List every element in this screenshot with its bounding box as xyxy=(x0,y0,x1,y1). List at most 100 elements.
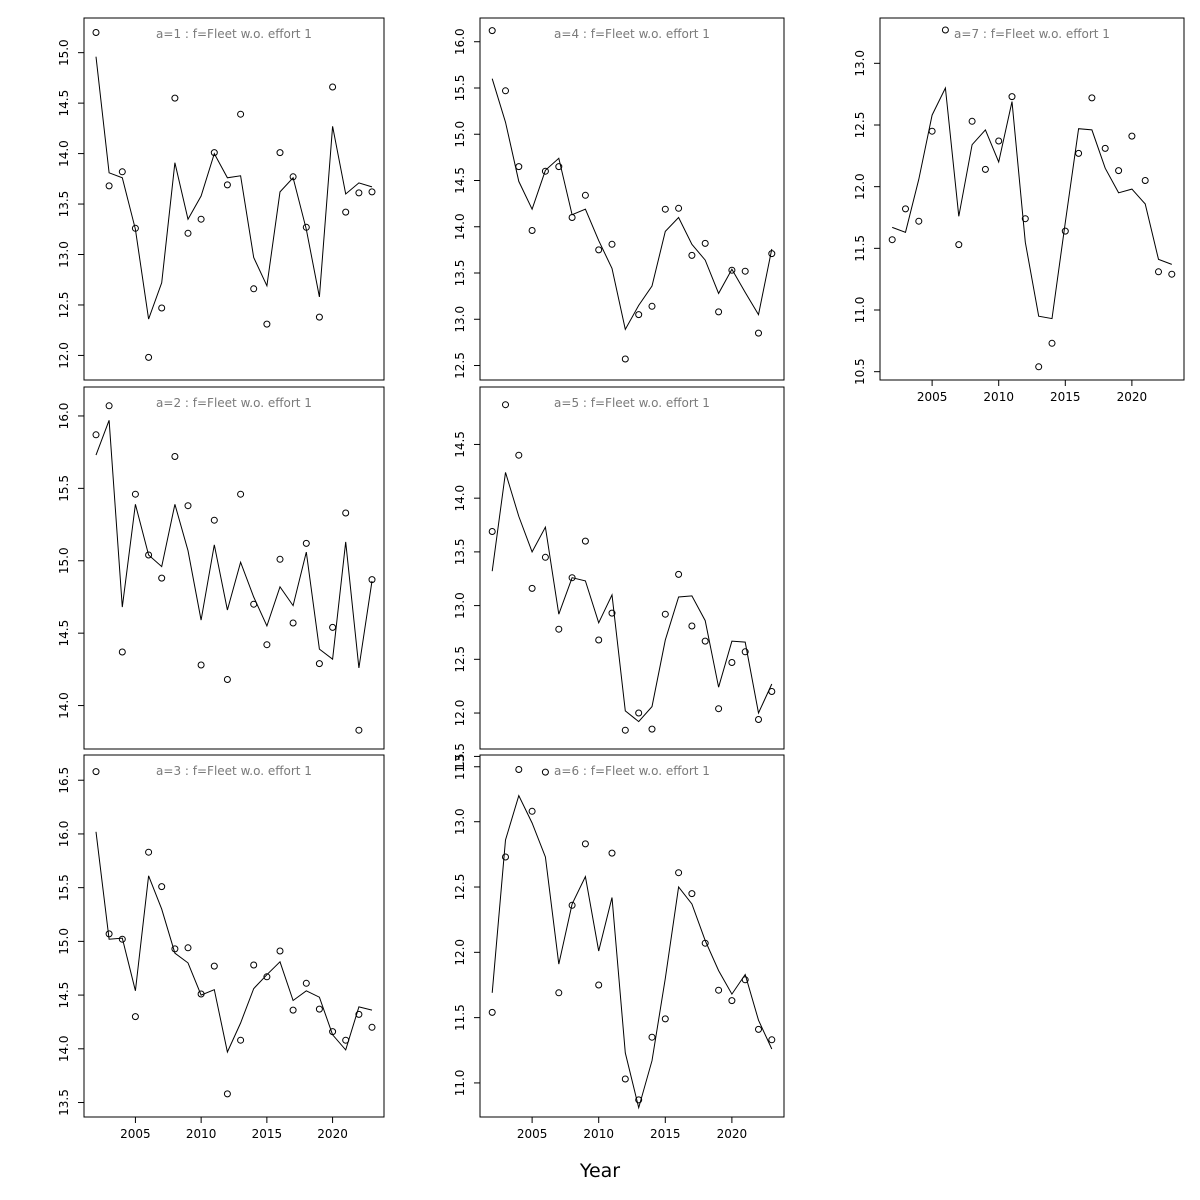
observed-point xyxy=(515,163,523,171)
y-tick-label: 16.5 xyxy=(57,767,71,794)
y-tick-label: 14.0 xyxy=(57,692,71,719)
y-tick-label: 12.5 xyxy=(57,292,71,319)
panel-3: a=3 : f=Fleet w.o. effort 1 13.5 14.0 14.5 1… xyxy=(57,754,385,1141)
observed-point xyxy=(888,236,896,244)
observed-point xyxy=(555,625,563,633)
panel-4: a=4 : f=Fleet w.o. effort 1 12.5 13.0 13.5 1… xyxy=(453,17,785,381)
observed-point xyxy=(210,516,218,524)
observed-point xyxy=(541,553,549,561)
y-tick-label: 11.5 xyxy=(453,1004,467,1031)
observed-point xyxy=(688,251,696,259)
observed-point xyxy=(289,1006,297,1014)
observed-point xyxy=(968,117,976,125)
observed-point xyxy=(105,182,113,190)
observed-point xyxy=(715,308,723,316)
panel-title: a=7 : f=Fleet w.o. effort 1 xyxy=(954,27,1110,41)
panel-title: a=6 : f=Fleet w.o. effort 1 xyxy=(554,764,710,778)
observed-point xyxy=(515,451,523,459)
observed-point xyxy=(635,1096,643,1104)
observed-point xyxy=(118,168,126,176)
observed-point xyxy=(92,431,100,439)
observed-point xyxy=(329,623,337,631)
observed-point xyxy=(342,509,350,517)
observed-point xyxy=(145,353,153,361)
observed-point xyxy=(621,1075,629,1083)
y-tick-label: 14.5 xyxy=(57,982,71,1009)
y-tick-label: 15.5 xyxy=(57,874,71,901)
panel-title: a=5 : f=Fleet w.o. effort 1 xyxy=(554,396,710,410)
observed-point xyxy=(502,401,509,409)
observed-point xyxy=(928,127,936,135)
y-tick-label: 12.0 xyxy=(57,342,71,369)
plot-frame xyxy=(83,386,385,750)
y-tick-label: 14.5 xyxy=(57,620,71,647)
y-tick-label: 15.5 xyxy=(57,475,71,502)
observed-point xyxy=(315,1005,323,1013)
observed-point xyxy=(237,490,245,498)
x-tick-label: 2020 xyxy=(1117,390,1148,404)
observed-point xyxy=(541,768,549,776)
observed-point xyxy=(171,945,179,953)
observed-point xyxy=(223,181,231,189)
observed-point xyxy=(675,204,683,212)
y-tick-label: 11.5 xyxy=(453,753,467,780)
fitted-series-line xyxy=(95,420,373,668)
y-tick-label: 16.0 xyxy=(57,403,71,430)
plot-frame xyxy=(479,386,785,750)
observed-point xyxy=(302,539,310,547)
observed-point xyxy=(1128,132,1136,140)
observed-point xyxy=(184,502,192,510)
observed-point xyxy=(648,725,656,733)
x-tick-label: 2015 xyxy=(1050,390,1081,404)
observed-point xyxy=(528,807,536,815)
observed-point xyxy=(688,890,696,898)
x-tick-label: 2015 xyxy=(650,1127,681,1141)
observed-point xyxy=(1008,93,1016,101)
x-tick-label: 2010 xyxy=(583,1127,614,1141)
y-tick-label: 13.0 xyxy=(57,241,71,268)
observed-point xyxy=(250,285,258,293)
observed-point xyxy=(197,661,205,669)
observed-point xyxy=(528,584,536,592)
observed-point xyxy=(555,163,563,171)
observed-point xyxy=(581,191,589,199)
observed-point xyxy=(502,87,509,95)
x-tick-label: 2015 xyxy=(252,1127,283,1141)
observed-point xyxy=(528,227,536,234)
y-tick-label: 14.0 xyxy=(453,485,467,512)
x-tick-label: 2005 xyxy=(120,1127,151,1141)
observed-point xyxy=(315,660,323,668)
x-tick-label: 2010 xyxy=(983,390,1014,404)
panel-5: a=5 : f=Fleet w.o. effort 1 11.5 12.0 12.5 1… xyxy=(453,386,785,780)
observed-point xyxy=(741,976,749,984)
observed-point xyxy=(955,241,963,249)
observed-point xyxy=(355,726,363,734)
observed-point xyxy=(595,246,603,254)
plot-frame xyxy=(479,17,785,381)
observed-point xyxy=(541,167,549,175)
plot-frame xyxy=(479,754,785,1118)
observed-point xyxy=(131,224,139,232)
observed-point xyxy=(158,883,166,891)
observed-point xyxy=(995,137,1003,145)
x-tick-label: 2020 xyxy=(717,1127,748,1141)
observed-point xyxy=(515,766,523,773)
y-tick-label: 12.5 xyxy=(853,112,867,139)
observed-point xyxy=(621,355,629,363)
y-tick-label: 11.0 xyxy=(453,1070,467,1097)
y-tick-label: 12.0 xyxy=(453,700,467,727)
panel-2: a=2 : f=Fleet w.o. effort 1 14.0 14.5 15.0 1… xyxy=(57,386,385,750)
y-tick-label: 10.5 xyxy=(853,358,867,385)
y-tick-label: 16.0 xyxy=(57,821,71,848)
y-tick-label: 13.5 xyxy=(57,191,71,218)
y-tick-label: 16.0 xyxy=(453,28,467,55)
observed-point xyxy=(263,641,271,649)
observed-point xyxy=(289,619,297,627)
observed-point xyxy=(608,609,616,617)
panel-7: a=7 : f=Fleet w.o. effort 1 10.5 11.0 11.5 1… xyxy=(853,17,1185,404)
observed-point xyxy=(276,555,284,563)
observed-point xyxy=(1101,144,1109,152)
y-tick-label: 11.0 xyxy=(853,297,867,324)
observed-point xyxy=(184,944,192,952)
observed-point xyxy=(329,83,337,91)
